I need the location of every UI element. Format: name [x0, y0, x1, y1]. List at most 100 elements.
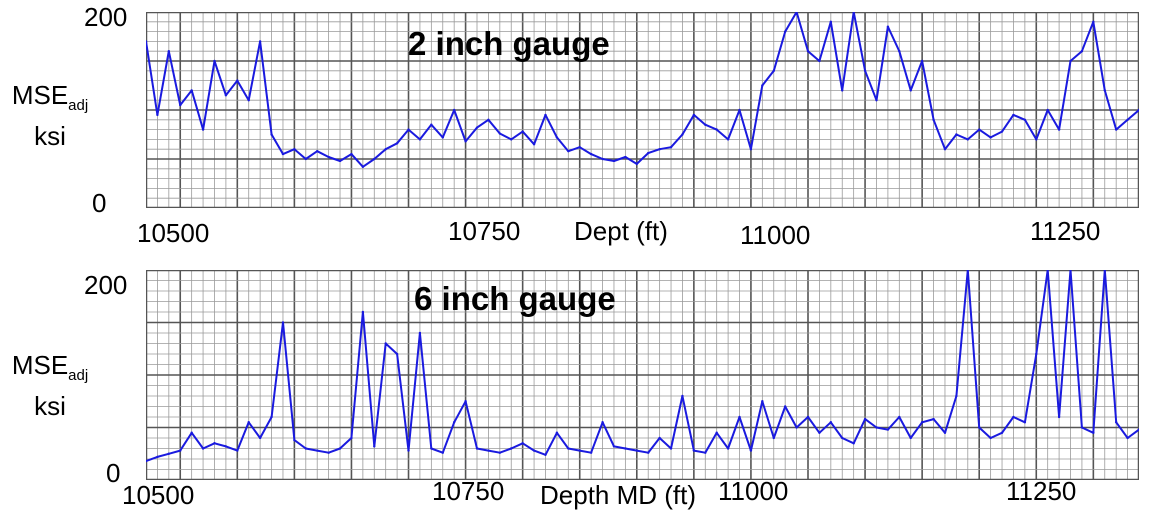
x-axis-label: Dept (ft)	[574, 216, 668, 246]
data-point	[1023, 118, 1027, 122]
data-point	[601, 421, 604, 424]
data-point	[361, 310, 365, 314]
data-point	[966, 138, 969, 141]
data-point	[681, 133, 684, 136]
data-point	[532, 143, 536, 146]
data-point	[772, 69, 775, 72]
data-point	[704, 123, 707, 126]
y-tick-label-bottom: 0	[92, 188, 107, 218]
x-tick-label: 11250	[1030, 216, 1101, 246]
data-point	[418, 138, 422, 141]
data-point	[624, 447, 627, 450]
data-point	[943, 431, 947, 434]
data-point	[452, 421, 456, 424]
data-point	[418, 331, 422, 335]
data-point	[1046, 108, 1049, 112]
data-point	[1103, 270, 1106, 272]
y-axis-label: MSEadj ksi	[10, 80, 90, 151]
data-point	[886, 428, 890, 431]
data-point	[567, 447, 570, 450]
data-point	[863, 69, 867, 72]
data-point	[555, 431, 559, 434]
data-point	[841, 436, 844, 440]
data-point	[726, 447, 730, 450]
data-point	[795, 426, 798, 429]
data-point	[647, 151, 650, 155]
data-point	[1114, 421, 1118, 424]
data-point	[384, 342, 387, 345]
data-point	[715, 431, 718, 434]
data-point	[373, 445, 376, 448]
data-point	[236, 79, 239, 82]
data-point	[692, 449, 696, 452]
y-axis-label-subscript: adj	[68, 97, 89, 114]
data-point	[430, 123, 433, 126]
data-point	[875, 99, 878, 102]
data-point	[704, 451, 707, 454]
data-point	[395, 352, 399, 356]
data-point	[281, 321, 285, 324]
x-tick-label: 11000	[718, 476, 789, 506]
data-point	[898, 415, 901, 419]
data-point	[316, 449, 319, 452]
data-point	[943, 148, 947, 151]
data-point	[647, 451, 650, 454]
data-point	[441, 136, 444, 139]
data-point	[213, 59, 216, 63]
y-tick-label-top: 200	[84, 270, 128, 300]
data-point	[1103, 89, 1106, 92]
data-series-line	[146, 12, 1139, 168]
data-point	[1046, 270, 1049, 272]
data-point	[658, 148, 661, 151]
x-tick-label: 10500	[137, 218, 210, 248]
chart-panel-6-inch: 200 MSEadj ksi 0 6 inch gauge 10500 1075…	[0, 258, 1157, 516]
data-point	[841, 89, 844, 92]
data-point	[852, 442, 855, 445]
data-point	[146, 40, 148, 43]
x-tick-label: 10750	[448, 216, 521, 246]
data-point	[361, 165, 365, 169]
data-point	[395, 142, 399, 145]
data-point	[258, 436, 262, 440]
data-point	[179, 449, 182, 452]
data-point	[772, 436, 775, 440]
data-point	[909, 436, 912, 440]
data-point	[601, 157, 604, 161]
data-point	[156, 455, 159, 459]
x-tick-label: 10750	[432, 476, 505, 506]
plot-area-6-inch	[146, 270, 1139, 480]
data-point	[464, 400, 467, 403]
data-point	[510, 138, 513, 141]
data-point	[863, 417, 867, 421]
data-point	[1137, 108, 1139, 112]
y-tick-label-bottom: 0	[106, 458, 121, 488]
x-tick-label: 11000	[740, 220, 811, 250]
data-point	[544, 453, 547, 456]
data-point	[544, 113, 547, 117]
data-series-line	[146, 270, 1139, 463]
data-point	[441, 451, 444, 454]
data-point	[1012, 113, 1015, 117]
data-point	[452, 108, 456, 112]
plot-frame	[146, 270, 1139, 480]
data-point	[407, 449, 410, 452]
data-point	[783, 30, 787, 33]
data-point	[293, 148, 296, 151]
data-point	[498, 132, 502, 135]
y-axis-unit: ksi	[34, 121, 66, 151]
data-point	[761, 84, 764, 87]
data-point	[1023, 421, 1027, 424]
data-point	[510, 447, 513, 450]
y-axis-label-main: MSE	[11, 80, 69, 110]
data-point	[146, 459, 148, 463]
data-point	[521, 130, 524, 133]
data-point	[327, 451, 330, 454]
data-point	[567, 149, 570, 153]
data-point	[1035, 138, 1038, 141]
y-axis-label: MSEadj ksi	[10, 350, 90, 421]
data-point	[989, 136, 992, 139]
data-point	[932, 118, 935, 122]
data-point	[806, 415, 810, 419]
data-point	[1092, 20, 1095, 23]
chart-panel-2-inch: 200 MSEadj ksi 0 2 inch gauge 10500 1075…	[10, 2, 1139, 250]
